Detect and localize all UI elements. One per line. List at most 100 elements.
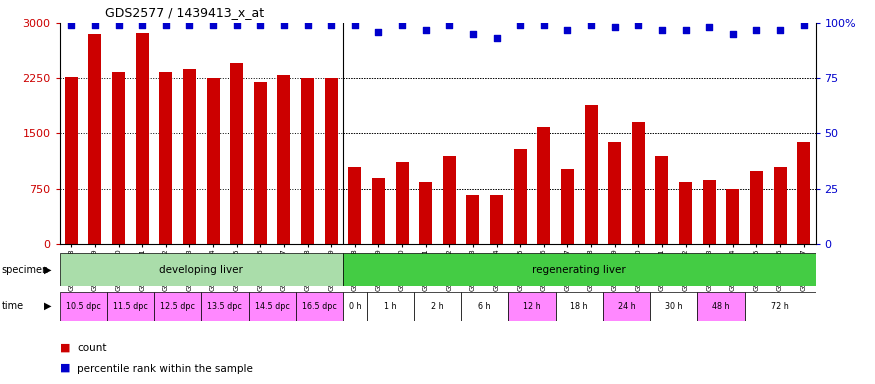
Point: [561, 26, 575, 33]
Text: ■: ■: [60, 343, 70, 353]
Bar: [508, 292, 556, 321]
Text: 14.5 dpc: 14.5 dpc: [255, 302, 290, 311]
Bar: [632, 122, 645, 244]
Bar: [679, 182, 692, 244]
Point: [183, 22, 197, 28]
Point: [514, 22, 528, 28]
Bar: [466, 195, 480, 244]
Bar: [750, 171, 763, 244]
Text: 6 h: 6 h: [479, 302, 491, 311]
Bar: [112, 71, 125, 244]
Point: [136, 22, 150, 28]
Bar: [154, 292, 201, 321]
Point: [88, 22, 102, 28]
Bar: [60, 253, 343, 286]
Bar: [797, 142, 810, 244]
Text: 18 h: 18 h: [570, 302, 588, 311]
Point: [703, 25, 717, 31]
Bar: [65, 77, 78, 244]
Bar: [183, 69, 196, 244]
Point: [632, 22, 646, 28]
Point: [348, 22, 362, 28]
Point: [608, 25, 622, 31]
Bar: [325, 78, 338, 244]
Bar: [745, 292, 816, 321]
Bar: [697, 292, 745, 321]
Bar: [254, 82, 267, 244]
Bar: [296, 292, 343, 321]
Point: [655, 26, 669, 33]
Bar: [774, 167, 787, 244]
Point: [537, 22, 551, 28]
Text: ■: ■: [60, 363, 70, 373]
Text: 2 h: 2 h: [431, 302, 444, 311]
Point: [490, 35, 504, 41]
Bar: [136, 33, 149, 244]
Bar: [414, 292, 461, 321]
Point: [584, 22, 598, 28]
Point: [419, 26, 433, 33]
Bar: [301, 78, 314, 244]
Point: [797, 22, 811, 28]
Point: [396, 22, 410, 28]
Point: [277, 22, 291, 28]
Text: GDS2577 / 1439413_x_at: GDS2577 / 1439413_x_at: [105, 6, 264, 19]
Point: [65, 22, 79, 28]
Bar: [556, 292, 603, 321]
Text: ▶: ▶: [45, 265, 52, 275]
Text: regenerating liver: regenerating liver: [532, 265, 626, 275]
Text: 24 h: 24 h: [618, 302, 635, 311]
Bar: [703, 180, 716, 244]
Bar: [159, 71, 172, 244]
Bar: [343, 253, 816, 286]
Bar: [490, 195, 503, 244]
Bar: [107, 292, 154, 321]
Text: ▶: ▶: [45, 301, 52, 311]
Bar: [726, 189, 739, 244]
Bar: [584, 105, 598, 244]
Text: 13.5 dpc: 13.5 dpc: [207, 302, 242, 311]
Point: [750, 26, 764, 33]
Text: specimen: specimen: [2, 265, 49, 275]
Bar: [60, 292, 107, 321]
Bar: [419, 182, 432, 244]
Point: [206, 22, 220, 28]
Bar: [277, 75, 290, 244]
Point: [230, 22, 244, 28]
Point: [726, 31, 740, 37]
Text: count: count: [77, 343, 107, 353]
Bar: [206, 78, 220, 244]
Bar: [248, 292, 296, 321]
Text: developing liver: developing liver: [159, 265, 243, 275]
Bar: [201, 292, 248, 321]
Text: 12.5 dpc: 12.5 dpc: [160, 302, 195, 311]
Point: [679, 26, 693, 33]
Bar: [348, 167, 361, 244]
Point: [254, 22, 268, 28]
Point: [372, 29, 386, 35]
Text: 16.5 dpc: 16.5 dpc: [302, 302, 337, 311]
Bar: [396, 162, 409, 244]
Bar: [514, 149, 527, 244]
Bar: [88, 34, 102, 244]
Bar: [561, 169, 574, 244]
Text: 30 h: 30 h: [665, 302, 682, 311]
Bar: [461, 292, 508, 321]
Bar: [367, 292, 414, 321]
Bar: [655, 156, 668, 244]
Bar: [608, 142, 621, 244]
Bar: [230, 63, 243, 244]
Text: 48 h: 48 h: [712, 302, 730, 311]
Text: 10.5 dpc: 10.5 dpc: [66, 302, 101, 311]
Text: 12 h: 12 h: [523, 302, 541, 311]
Text: time: time: [2, 301, 24, 311]
Text: 0 h: 0 h: [348, 302, 361, 311]
Point: [466, 31, 480, 37]
Point: [301, 22, 315, 28]
Bar: [343, 292, 367, 321]
Bar: [372, 178, 385, 244]
Text: percentile rank within the sample: percentile rank within the sample: [77, 364, 253, 374]
Point: [774, 26, 788, 33]
Bar: [603, 292, 650, 321]
Text: 72 h: 72 h: [771, 302, 789, 311]
